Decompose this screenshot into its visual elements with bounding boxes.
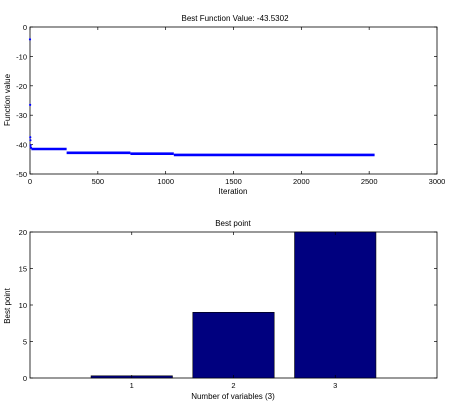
plot1-y-tick-label: -40 [16, 141, 27, 150]
plot2-x-tick-label: 3 [333, 381, 337, 390]
plot1-y-tick-label: -30 [16, 111, 27, 120]
plot1-y-tick-label: 0 [23, 23, 27, 32]
plot1-x-tick-label: 500 [92, 177, 105, 186]
plot2-x-axis-label: Number of variables (3) [191, 392, 275, 401]
plot1-y-axis-label: Function value [3, 73, 12, 126]
plot1-data-series [28, 38, 375, 157]
plot1-data-point [28, 38, 32, 41]
plot2-bars [90, 231, 377, 379]
plot2-x-ticks: 1 2 3 [130, 232, 337, 390]
plot1-x-tick-label: 2000 [293, 177, 310, 186]
plot2-title: Best point [215, 219, 251, 228]
plot2-x-tick-label: 2 [231, 381, 235, 390]
plot2-y-tick-label: 10 [19, 301, 27, 310]
plot1-x-tick-label: 3000 [429, 177, 446, 186]
function-value-plot: Best Function Value: -43.5302 0 500 1000 15… [3, 14, 445, 196]
plot2-y-axis-label: Best point [3, 287, 12, 323]
plot2-y-tick-label: 0 [23, 374, 27, 383]
plot1-y-tick-label: -10 [16, 52, 27, 61]
plot2-y-tick-label: 5 [23, 338, 27, 347]
plot1-data-point [29, 136, 32, 139]
plot1-x-tick-label: 1500 [225, 177, 242, 186]
plot1-data-point [29, 103, 32, 107]
plot1-data-point [29, 144, 32, 147]
plot2-bar [294, 231, 377, 379]
plot1-x-tick-label: 2500 [361, 177, 378, 186]
plot1-x-axis-label: Iteration [219, 187, 248, 196]
plot1-x-tick-label: 0 [28, 177, 32, 186]
plot2-y-tick-label: 15 [19, 265, 27, 274]
plot1-y-ticks: 0 -10 -20 -30 -40 -50 [16, 23, 437, 179]
plot2-y-tick-label: 20 [19, 228, 27, 237]
plot1-y-tick-label: -20 [16, 82, 27, 91]
plot1-title: Best Function Value: -43.5302 [181, 14, 289, 23]
plot2-y-ticks: 0 5 10 15 20 [19, 228, 437, 383]
best-point-plot: Best point 1 2 3 0 5 10 15 20 Number of variab… [3, 219, 438, 401]
plot2-bar [192, 311, 275, 379]
plot1-x-tick-label: 1000 [157, 177, 174, 186]
plot1-y-tick-label: -50 [16, 170, 27, 179]
plot1-data-point [29, 139, 32, 142]
plot1-x-ticks: 0 500 1000 1500 2000 2500 3000 [28, 27, 445, 186]
plot2-x-tick-label: 1 [130, 381, 134, 390]
plot1-axes-box [29, 26, 438, 175]
